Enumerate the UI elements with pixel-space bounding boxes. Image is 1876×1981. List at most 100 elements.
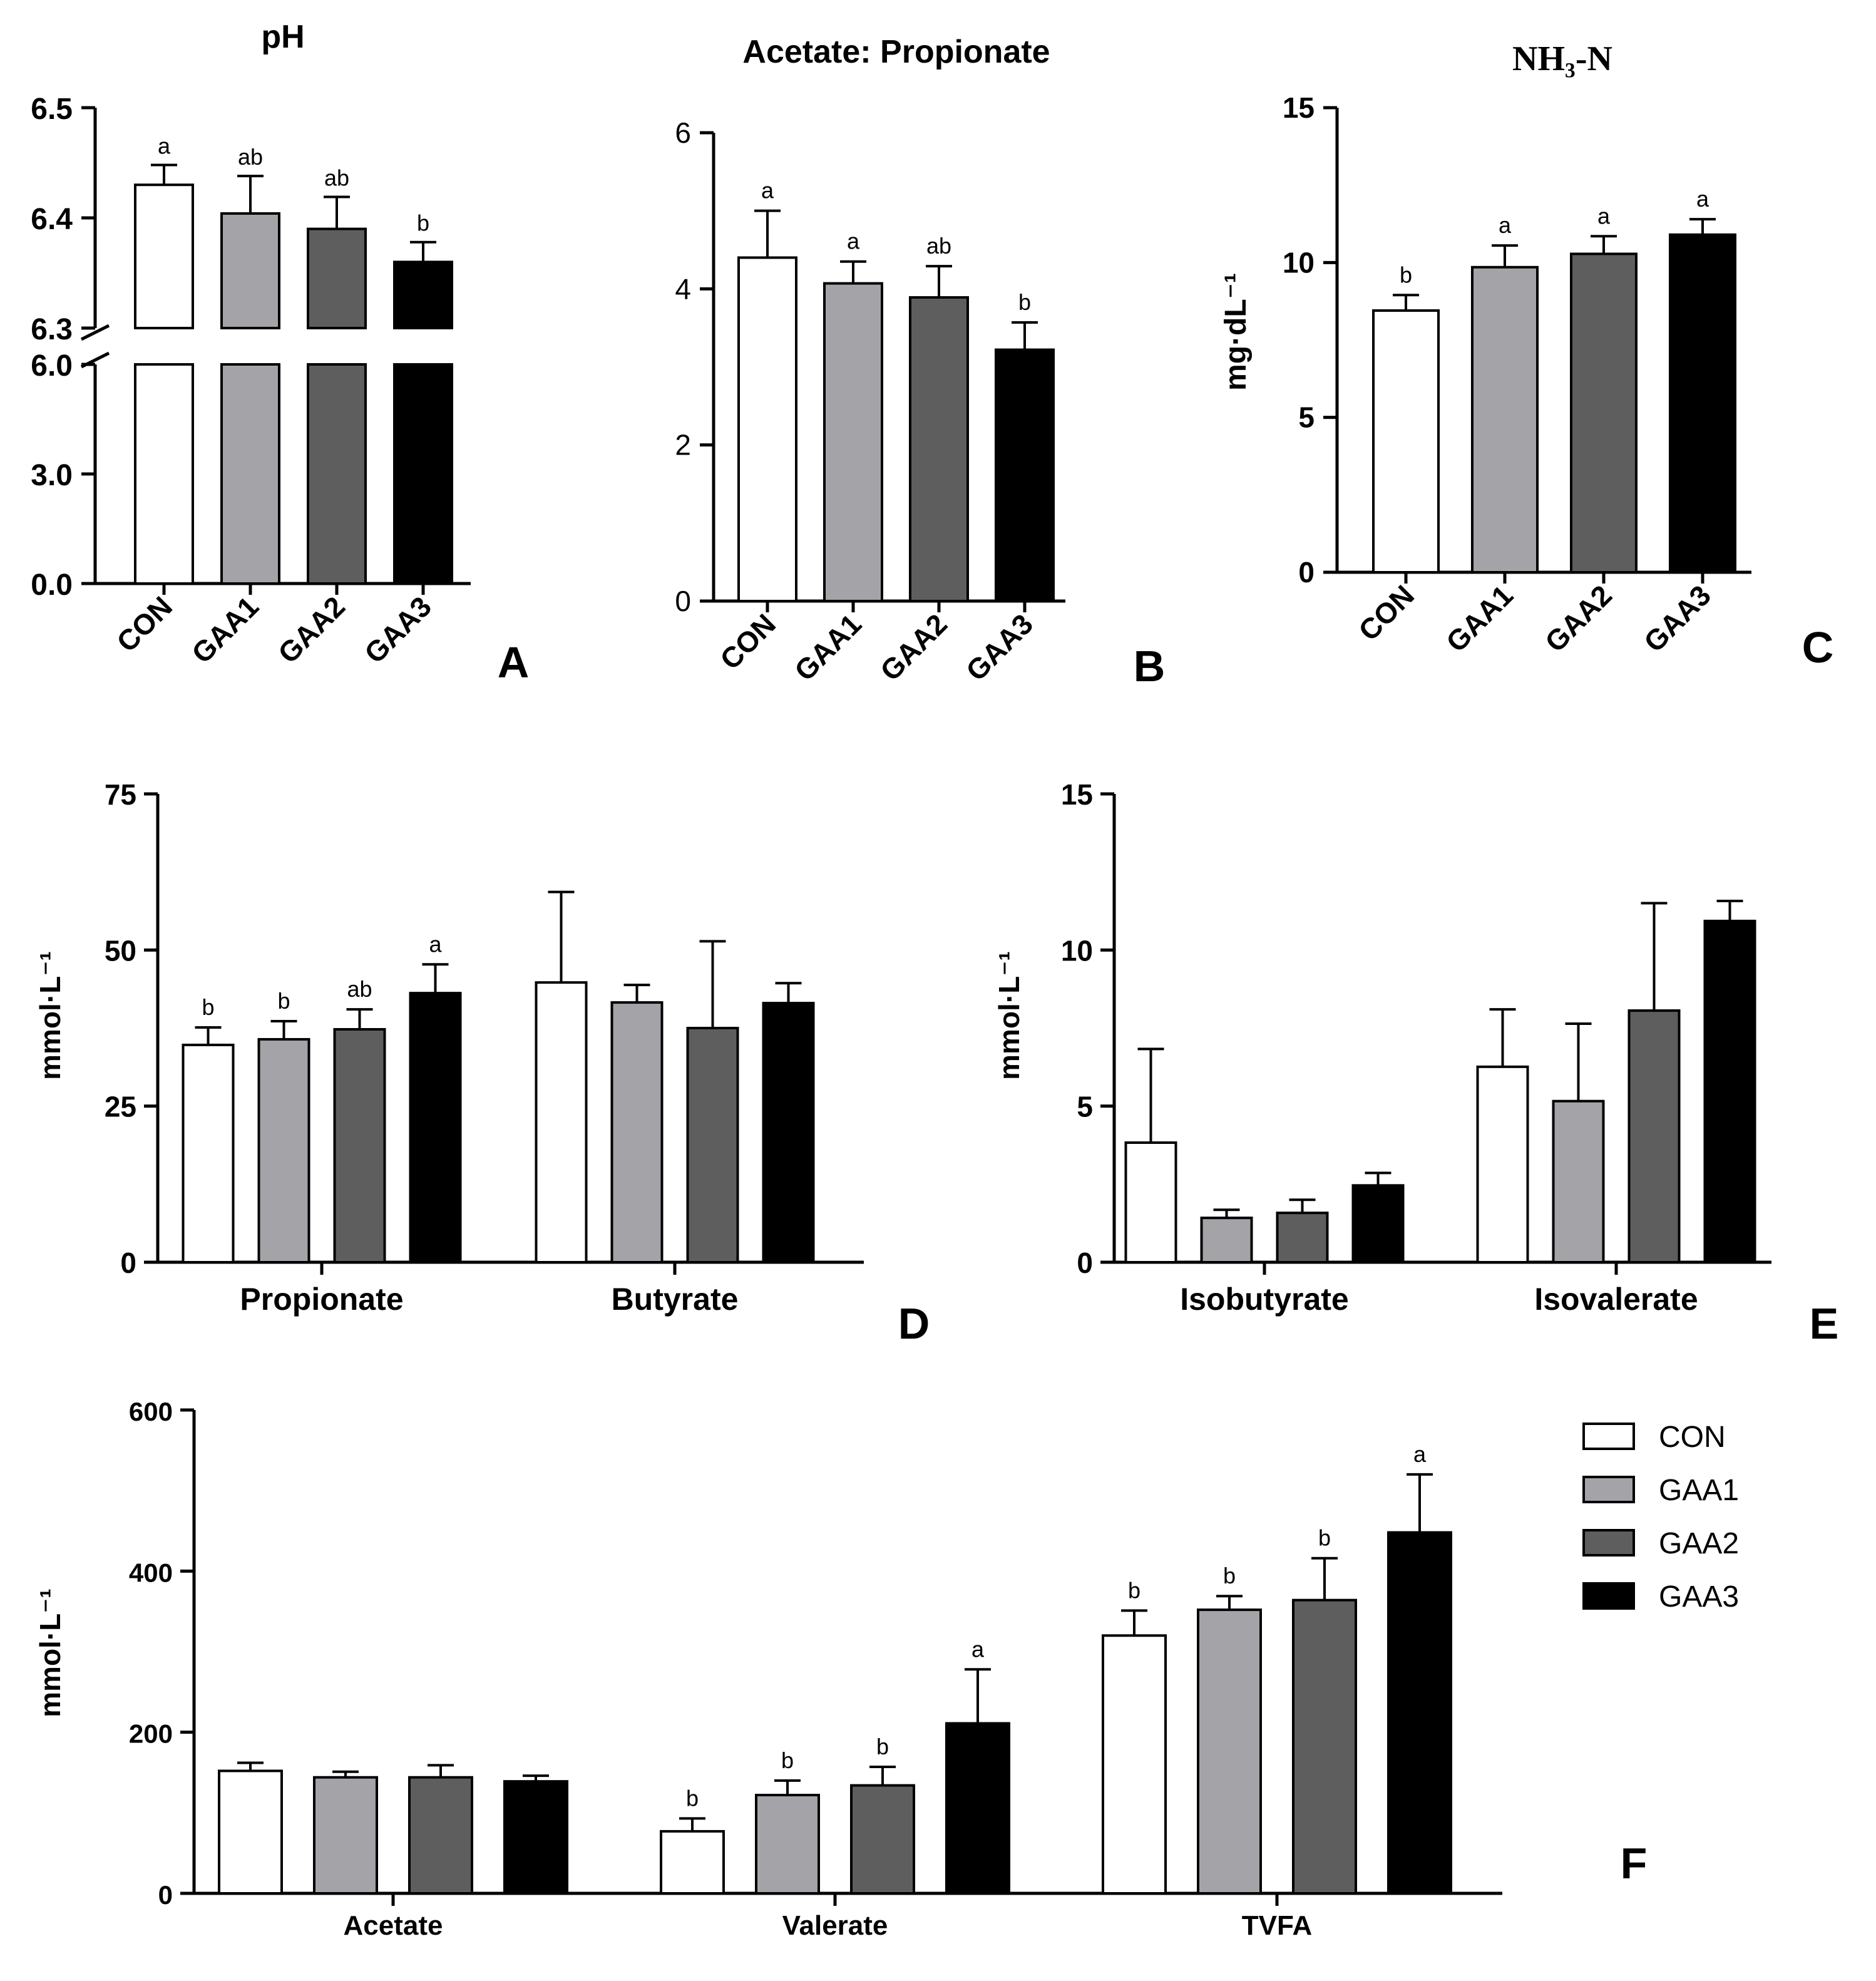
panel-b-xtick-label: GAA1 [788, 607, 868, 687]
panel-e-category-label: Isovalerate [1534, 1282, 1698, 1317]
panel-c-sig-letter: a [1499, 212, 1512, 238]
panel-letter-d: D [898, 1299, 930, 1348]
panel-c-ytick-label: 15 [1283, 91, 1315, 124]
panel-a-axis-break-mark [80, 324, 110, 341]
panel-f-ytick-label: 600 [129, 1397, 173, 1426]
panel-b-xtick-label: GAA2 [874, 607, 953, 687]
panel-e-bar-isobutyrate-con [1124, 1141, 1177, 1263]
panel-f-sig-letter: b [1223, 1563, 1236, 1588]
panel-c-sig-letter: a [1597, 203, 1611, 229]
panel-e-ytick-label: 5 [1077, 1091, 1093, 1123]
panel-f-sig-letter: b [1128, 1577, 1140, 1603]
panel-a-bar-gaa2-upper [307, 227, 367, 329]
panel-d-bar-propionate-gaa2 [333, 1027, 386, 1263]
panel-f-bar-acetate-con [218, 1769, 283, 1895]
panel-f-bar-tvfa-gaa3 [1387, 1531, 1452, 1895]
panel-b-sig-letter: b [1018, 289, 1031, 315]
panel-a-bar-con-upper [134, 183, 194, 330]
panel-b-bar-gaa1 [823, 282, 883, 602]
panel-d-bar-propionate-con [182, 1043, 235, 1263]
panel-a-xtick-label: GAA3 [358, 590, 438, 669]
panel-e-ylabel: mmol·L⁻¹ [993, 951, 1025, 1080]
panel-e-bar-isobutyrate-gaa2 [1276, 1212, 1329, 1264]
panel-a-sig-letter: b [417, 210, 429, 236]
panel-d-ylabel: mmol·L⁻¹ [34, 951, 66, 1080]
panel-f-bar-valerate-gaa2 [850, 1784, 915, 1895]
panel-f-bar-tvfa-con [1102, 1634, 1167, 1895]
panel-c-xtick-label: CON [1352, 579, 1420, 647]
panel-d-ytick-label: 0 [120, 1247, 136, 1279]
panel-c-bar-con [1372, 309, 1440, 574]
panel-f-bar-tvfa-gaa2 [1292, 1598, 1357, 1895]
panel-b-sig-letter: a [847, 229, 860, 254]
panel-f-bar-acetate-gaa2 [408, 1776, 473, 1895]
legend-label-gaa1: GAA1 [1659, 1474, 1739, 1507]
panel-f-ylabel: mmol·L⁻¹ [34, 1588, 66, 1717]
panel-e-category-label: Isobutyrate [1180, 1282, 1349, 1317]
panel-a-ytick-label: 6.5 [31, 93, 73, 126]
panel-c-bar-gaa2 [1570, 252, 1638, 574]
panel-c-xtick-label: GAA2 [1539, 579, 1618, 658]
panel-c-ytick-label: 5 [1298, 401, 1315, 434]
panel-b-ytick-label: 2 [675, 429, 691, 461]
panel-f-category-label: Acetate [344, 1910, 443, 1941]
panel-a-bar-gaa3-lower [393, 363, 453, 585]
panel-b-sig-letter: ab [926, 233, 951, 259]
panel-e-bar-isovalerate-gaa3 [1703, 919, 1756, 1263]
panel-c-bar-gaa3 [1669, 233, 1736, 574]
panel-letter-f: F [1621, 1839, 1648, 1888]
panel-b-ytick-label: 4 [675, 272, 691, 305]
panel-d-ytick-label: 75 [105, 778, 136, 811]
panel-d-bar-propionate-gaa3 [409, 992, 462, 1263]
panel-letter-a: A [498, 638, 530, 687]
panel-c-bar-gaa1 [1471, 265, 1539, 574]
legend-swatch-con [1582, 1423, 1635, 1450]
panel-letter-e: E [1810, 1299, 1839, 1348]
panel-b-ytick-label: 6 [675, 116, 691, 149]
panel-d-bar-propionate-gaa1 [257, 1037, 310, 1264]
panel-a-xtick-label: CON [110, 590, 178, 658]
panel-a-sig-letter: ab [238, 144, 263, 170]
panel-f-sig-letter: b [876, 1734, 889, 1759]
panel-b-title: Acetate: Propionate [742, 34, 1050, 70]
panel-f-sig-letter: b [781, 1747, 794, 1773]
legend-label-gaa3: GAA3 [1659, 1580, 1739, 1613]
legend-label-gaa2: GAA2 [1659, 1527, 1739, 1560]
panel-f-sig-letter: a [971, 1636, 985, 1662]
panel-c-sig-letter: b [1400, 262, 1412, 287]
panel-f-bar-valerate-con [660, 1829, 725, 1895]
panel-b-sig-letter: a [761, 178, 774, 203]
panel-d-bar-butyrate-gaa1 [610, 1001, 664, 1264]
panel-d-sig-letter: b [277, 988, 290, 1014]
panel-f-ytick-label: 400 [129, 1558, 173, 1587]
panel-e-bar-isobutyrate-gaa1 [1200, 1217, 1253, 1263]
panel-a-bar-gaa1-lower [220, 363, 280, 585]
panel-a-ytick-label: 0.0 [31, 569, 73, 602]
legend-swatch-gaa2 [1582, 1529, 1635, 1556]
panel-f-ytick-label: 0 [158, 1880, 173, 1910]
panel-a-ytick-label: 6.3 [31, 313, 73, 346]
panel-b-xtick-label: CON [714, 607, 782, 676]
panel-f-category-label: Valerate [782, 1910, 888, 1941]
panel-letter-c: C [1802, 623, 1834, 672]
panel-c-ylabel: mg·dL⁻¹ [1219, 273, 1253, 391]
panel-f-category-label: TVFA [1242, 1910, 1312, 1941]
panel-c-xtick-label: GAA1 [1440, 579, 1519, 658]
panel-f-ytick-label: 200 [129, 1719, 173, 1749]
panel-a-bar-gaa2-lower [307, 363, 367, 585]
panel-e-ytick-label: 10 [1061, 934, 1093, 967]
panel-a-xtick-label: GAA2 [272, 590, 351, 669]
panel-d-bar-butyrate-gaa3 [762, 1002, 815, 1264]
panel-letter-b: B [1134, 642, 1166, 691]
panel-f-sig-letter: b [1318, 1525, 1331, 1551]
legend-label-con: CON [1659, 1421, 1726, 1454]
legend-swatch-gaa1 [1582, 1476, 1635, 1503]
panel-a-title: pH [261, 19, 304, 55]
panel-d-sig-letter: ab [347, 976, 372, 1002]
panel-a-ytick-label: 3.0 [31, 459, 73, 492]
panel-d-ytick-label: 50 [105, 934, 136, 967]
panel-d-bar-butyrate-gaa2 [686, 1027, 739, 1263]
panel-b-ytick-label: 0 [675, 585, 691, 617]
panel-a-sig-letter: a [158, 133, 171, 159]
